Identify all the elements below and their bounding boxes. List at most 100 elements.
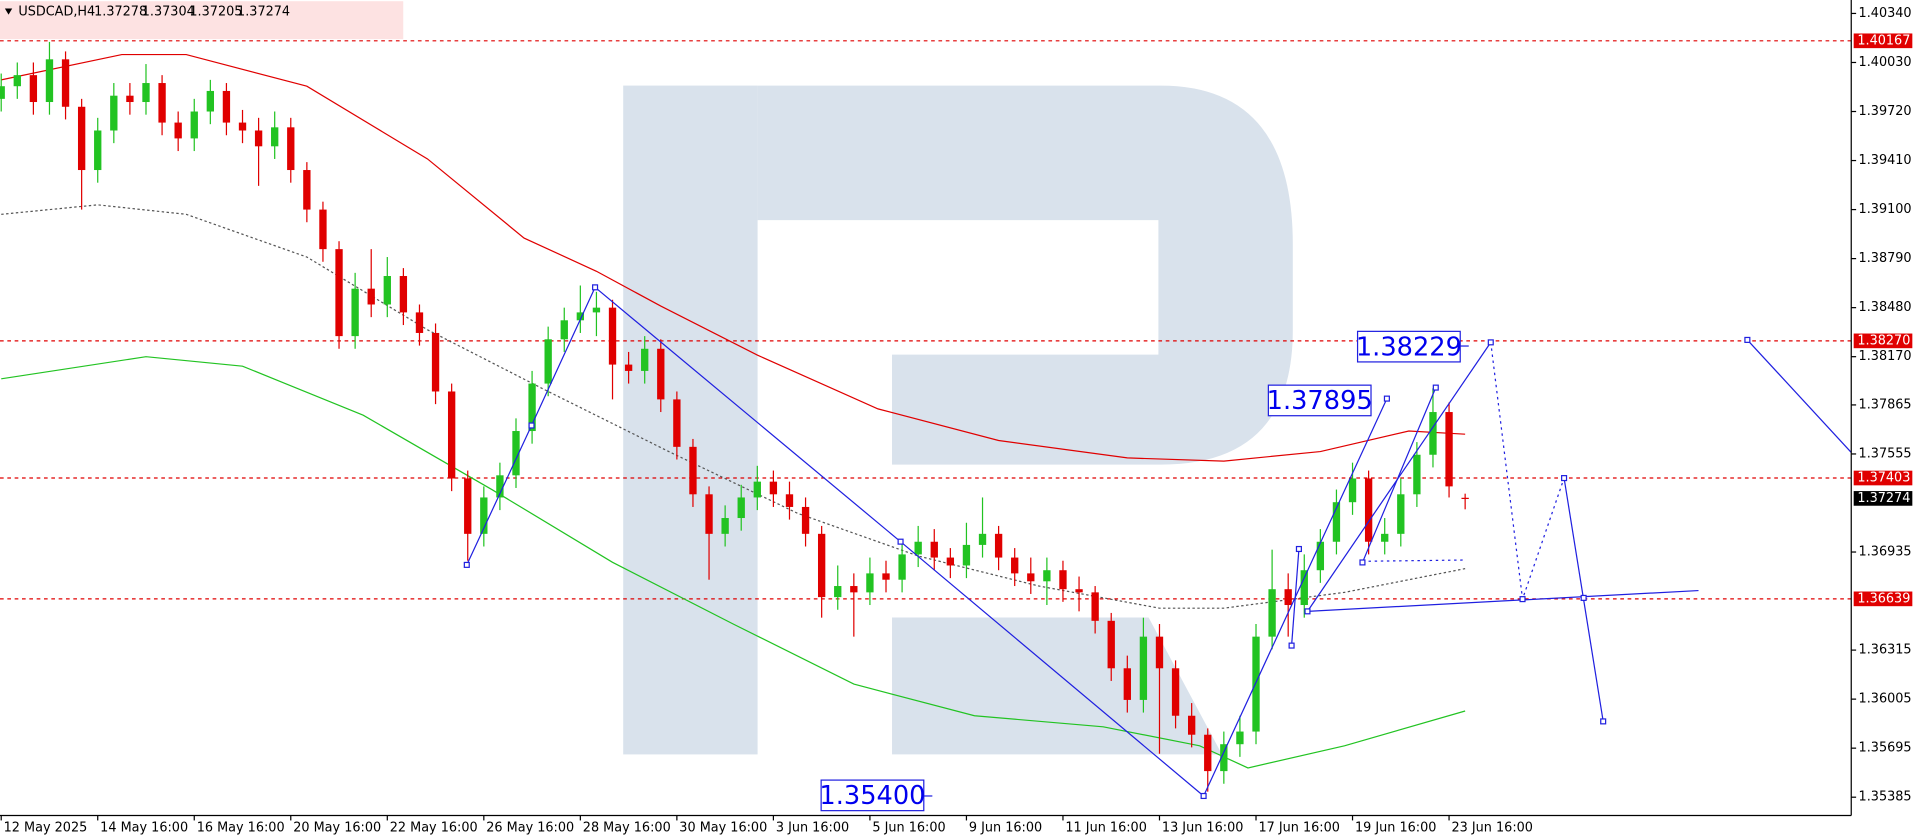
candle-body: [1139, 636, 1148, 700]
candle-body: [608, 307, 617, 365]
open-price: 1.37278: [94, 5, 147, 20]
x-tick-label: 5 Jun 16:00: [872, 820, 945, 835]
candle-body: [1332, 502, 1341, 542]
candle-body: [29, 75, 38, 103]
close-price: 1.37274: [237, 5, 290, 20]
candle-body: [13, 75, 21, 87]
x-tick-label: 23 Jun 16:00: [1452, 820, 1533, 835]
candle-body: [222, 90, 231, 123]
candle-body: [914, 541, 922, 555]
x-tick-label: 14 May 16:00: [100, 820, 188, 835]
candle-body: [1236, 731, 1244, 745]
candle-body: [464, 478, 472, 534]
x-tick-label: 11 Jun 16:00: [1065, 820, 1146, 835]
header: USDCAD,H4 1.37278 1.37304 1.37205 1.3727…: [0, 1, 404, 40]
candle-body: [721, 518, 729, 534]
candle-body: [1204, 734, 1212, 772]
y-tick-label: 1.38170: [1859, 349, 1912, 364]
candle-body: [271, 127, 279, 147]
candle-body: [238, 122, 247, 131]
level-label-bg: [1853, 591, 1913, 607]
x-tick-label: 13 Jun 16:00: [1162, 820, 1243, 835]
candle-body: [480, 497, 488, 534]
x-tick-label: 22 May 16:00: [390, 820, 478, 835]
candle-body: [817, 533, 826, 598]
candle-body: [1284, 589, 1292, 606]
candle-body: [142, 83, 150, 103]
candle-body: [174, 122, 182, 139]
candle-body: [399, 276, 408, 313]
candle-body: [1123, 668, 1131, 700]
candle-body: [1445, 412, 1453, 487]
symbol: USDCAD,H4: [18, 5, 95, 20]
annotations: 1.38229 1.37895 1.35400: [819, 330, 1462, 812]
y-tick-label: 1.35385: [1859, 790, 1912, 805]
candle-body: [61, 59, 70, 107]
candle-body: [1059, 570, 1067, 590]
candle-body: [496, 475, 504, 498]
candle-body: [624, 364, 633, 371]
level-label: 1.38270: [1857, 333, 1910, 348]
candle-body: [1187, 715, 1196, 735]
candle-body: [1027, 573, 1035, 582]
candle-body: [335, 249, 343, 337]
candle-body: [705, 494, 713, 534]
watermark-leg: [892, 617, 1222, 755]
header-background: [0, 1, 404, 40]
x-tick-label: 30 May 16:00: [679, 820, 767, 835]
candle-body: [850, 586, 858, 593]
candle-body: [77, 106, 86, 171]
annotation-label: 1.38229: [1356, 332, 1462, 362]
candle-body: [657, 348, 665, 400]
candle-body: [801, 506, 810, 534]
candle-body: [930, 541, 938, 558]
y-tick-label: 1.36935: [1859, 545, 1912, 560]
x-tick-label: 17 Jun 16:00: [1258, 820, 1339, 835]
wave-line: [1361, 387, 1437, 563]
candle-body: [1364, 478, 1373, 542]
moving-average: [1, 356, 1466, 769]
annotation-box: [1267, 384, 1372, 417]
moving-average: [1, 204, 1466, 609]
high-price: 1.37304: [142, 5, 195, 20]
low-price: 1.37205: [189, 5, 242, 20]
candle-body: [367, 288, 375, 305]
candle-body: [866, 573, 874, 593]
candle-body: [1155, 636, 1164, 669]
candle-body: [512, 431, 520, 476]
candle-body: [785, 494, 794, 507]
annotation-label: 1.37895: [1267, 386, 1373, 416]
x-tick-label: 20 May 16:00: [293, 820, 381, 835]
candle-body: [431, 332, 440, 392]
wave-analysis: [463, 284, 1852, 800]
dropdown-icon: [4, 8, 13, 15]
candle-body: [1075, 589, 1083, 593]
candle-body: [673, 399, 681, 447]
axes: 1.40340 1.40030 1.39720 1.39410 1.39100 1.387…: [0, 6, 1913, 835]
x-tick-label: 12 May 2025: [4, 820, 88, 835]
candle-body: [528, 383, 536, 432]
moving-average: [1, 53, 1466, 462]
last-price-label: 1.37274: [1857, 491, 1910, 506]
candle-body: [769, 481, 778, 495]
candle-body: [254, 130, 263, 147]
candle-body: [1171, 668, 1180, 716]
candle-body: [994, 533, 1003, 558]
candle-body: [1220, 744, 1228, 772]
candle-body: [190, 111, 198, 139]
level-label-bg: [1853, 33, 1913, 49]
level-label: 1.37403: [1857, 470, 1910, 485]
candle-body: [415, 312, 424, 333]
candle-body: [1300, 570, 1308, 606]
candle-body: [126, 95, 134, 103]
y-tick-label: 1.37555: [1859, 446, 1912, 461]
candle-body: [351, 288, 359, 337]
candle-body: [0, 86, 5, 99]
candle-body: [303, 170, 311, 210]
candle-body: [753, 481, 761, 498]
watermark-bowl: [757, 85, 1293, 465]
candle-body: [1252, 636, 1260, 732]
candle-body: [641, 348, 649, 371]
y-tick-label: 1.35695: [1859, 741, 1912, 756]
candle-body: [1107, 620, 1115, 669]
